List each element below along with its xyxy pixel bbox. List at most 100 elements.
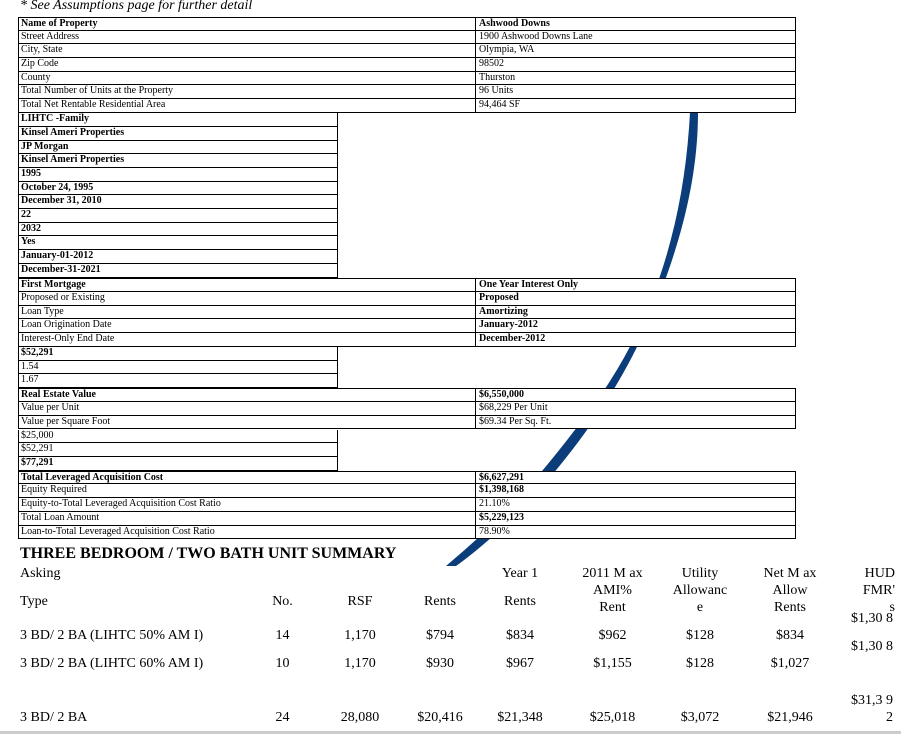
row-value: January-2012	[479, 319, 538, 331]
table-cell: $967	[506, 656, 534, 671]
row-value: Ashwood Downs	[479, 18, 550, 29]
row-label: December 31, 2010	[21, 195, 102, 207]
table-cell: $25,018	[589, 710, 636, 725]
table-section: LIHTC -Family Kinsel Ameri Properties JP M…	[18, 113, 338, 278]
row-label: County	[19, 71, 476, 85]
table-cell: 10	[275, 656, 290, 671]
row-label: Interest-Only End Date	[19, 333, 476, 346]
table-row: Total Number of Units at the Property 96 …	[18, 85, 796, 100]
table-row: Kinsel Ameri Properties	[18, 126, 338, 141]
column-header: Rents	[774, 600, 806, 615]
row-label: October 24, 1995	[21, 181, 94, 193]
column-header: Utility	[681, 566, 719, 581]
row-value: $68,229 Per Unit	[479, 401, 548, 413]
row-value: December-2012	[479, 333, 546, 344]
table-row: Street Address 1900 Ashwood Downs Lane	[18, 30, 796, 45]
row-label: City, State	[19, 44, 476, 58]
row-value: One Year Interest Only	[479, 279, 578, 291]
row-value: $5,229,123	[479, 511, 524, 523]
table-row: December 31, 2010	[18, 195, 338, 210]
row-value: $6,550,000	[479, 389, 524, 401]
column-header: Type	[20, 594, 48, 609]
row-value: 21.10%	[479, 498, 510, 510]
table-cell: $128	[686, 656, 714, 671]
table-row: Value per Unit $68,229 Per Unit	[18, 401, 796, 416]
table-section: $25,000 $52,291 $77,291	[18, 429, 338, 471]
row-label: Kinsel Ameri Properties	[21, 126, 125, 138]
table-row: 1.54	[18, 360, 338, 375]
row-label: First Mortgage	[19, 279, 476, 291]
unit-type: 3 BD/ 2 BA (LIHTC 50% AM I)	[20, 628, 204, 643]
table-row: $77,291	[18, 456, 338, 471]
column-header: e	[696, 600, 704, 615]
row-value: $1,398,168	[479, 484, 524, 496]
table-cell: $794	[426, 628, 454, 643]
table-row: Equity Required $1,398,168	[18, 484, 796, 499]
table-row: Value per Square Foot $69.34 Per Sq. Ft.	[18, 415, 796, 430]
row-value: Thurston	[479, 71, 516, 83]
row-label: 2032	[21, 222, 41, 234]
column-header: Asking	[20, 566, 61, 581]
table-cell: $1,30 8	[851, 639, 893, 654]
column-header: s	[889, 600, 895, 615]
row-label: Zip Code	[19, 58, 476, 71]
table-section: First Mortgage One Year Interest Only Prop…	[18, 278, 796, 347]
table-row: January-01-2012	[18, 250, 338, 264]
column-header: 2011 M ax	[582, 566, 643, 581]
table-cell: 1,170	[344, 628, 376, 643]
column-header: Rents	[424, 594, 456, 609]
table-row: Total Net Rentable Residential Area 94,46…	[18, 99, 796, 113]
unit-type: 3 BD/ 2 BA (LIHTC 60% AM I)	[20, 656, 204, 671]
table-cell: $1,30 8	[851, 611, 893, 626]
row-label: Street Address	[19, 30, 476, 44]
row-value: Olympia, WA	[479, 44, 535, 56]
column-header: RSF	[347, 594, 373, 609]
table-cell: $834	[506, 628, 534, 643]
row-value: $6,627,291	[479, 471, 524, 483]
table-row: First Mortgage One Year Interest Only	[18, 278, 796, 292]
row-label: Kinsel Ameri Properties	[21, 154, 125, 166]
row-label: JP Morgan	[21, 140, 69, 152]
column-header: Allow	[772, 583, 808, 598]
table-row: Proposed or Existing Proposed	[18, 291, 796, 306]
row-label: 1.54	[21, 360, 39, 372]
row-label: Loan Type	[19, 305, 476, 319]
table-row: 1.67	[18, 374, 338, 389]
column-header: AMI%	[593, 583, 632, 598]
row-value: 96 Units	[479, 85, 514, 97]
table-row: City, State Olympia, WA	[18, 44, 796, 59]
row-label: Total Number of Units at the Property	[19, 85, 476, 99]
column-header: FMR'	[862, 583, 895, 598]
row-value: $69.34 Per Sq. Ft.	[479, 415, 552, 427]
row-label: December-31-2021	[21, 263, 101, 275]
row-label: Loan Origination Date	[19, 319, 476, 332]
table-row: Interest-Only End Date December-2012	[18, 333, 796, 347]
divider	[0, 731, 901, 734]
table-row: Zip Code 98502	[18, 58, 796, 72]
table-row: 22	[18, 209, 338, 223]
table-section: Total Leveraged Acquisition Cost $6,627,2…	[18, 470, 796, 540]
row-label: Real Estate Value	[19, 389, 476, 401]
column-header: HUD	[864, 566, 895, 581]
column-header: Rents	[504, 594, 536, 609]
table-row: Total Loan Amount $5,229,123	[18, 511, 796, 526]
table-row: Total Leveraged Acquisition Cost $6,627,2…	[18, 470, 796, 485]
row-value: Proposed	[479, 291, 519, 303]
column-header: Net M ax	[763, 566, 817, 581]
row-value: 94,464 SF	[479, 99, 521, 111]
row-label: LIHTC -Family	[21, 113, 90, 125]
table-cell: 28,080	[340, 710, 380, 725]
row-label: Name of Property	[19, 18, 476, 30]
row-label: Value per Square Foot	[19, 415, 476, 429]
table-row: $52,291	[18, 347, 338, 361]
table-row: December-31-2021	[18, 263, 338, 278]
column-header: Year 1	[501, 566, 539, 581]
table-row: LIHTC -Family	[18, 113, 338, 127]
row-label: Proposed or Existing	[19, 291, 476, 305]
table-row: $25,000	[18, 429, 338, 444]
row-value: 78.90%	[479, 525, 510, 537]
row-label: Yes	[21, 236, 36, 248]
row-label: Total Leveraged Acquisition Cost	[19, 471, 476, 484]
table-cell: $1,027	[770, 656, 810, 671]
table-row: Loan-to-Total Leveraged Acquisition Cost…	[18, 525, 796, 540]
